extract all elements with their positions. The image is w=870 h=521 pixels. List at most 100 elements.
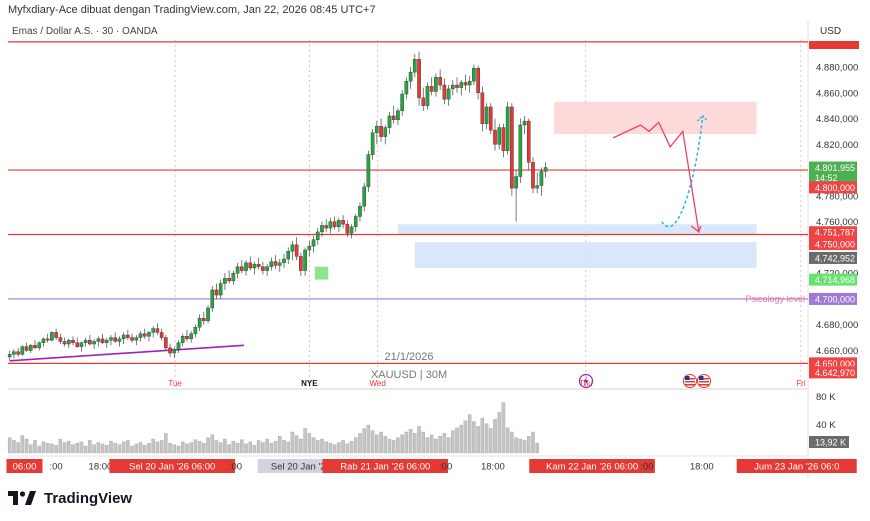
time-axis: 06:00:00 18:00 Sel 20 Jan '26 06:00:00 Sel … bbox=[6, 459, 857, 473]
candle-body bbox=[273, 261, 278, 266]
candle bbox=[109, 335, 113, 346]
candle-body bbox=[100, 338, 105, 343]
candle-body bbox=[134, 337, 139, 341]
candle-body bbox=[417, 59, 421, 99]
time-tick-label: 18:00 bbox=[89, 462, 113, 473]
candle bbox=[138, 331, 143, 342]
candle-body bbox=[358, 205, 362, 217]
candle-body bbox=[349, 226, 354, 234]
price-tag-text: 4.751,787 bbox=[815, 228, 855, 238]
candle bbox=[206, 305, 210, 324]
volume-bar bbox=[235, 443, 240, 454]
candle-body bbox=[391, 115, 396, 121]
candle bbox=[134, 335, 139, 346]
candle-body bbox=[168, 347, 172, 354]
zones bbox=[314, 101, 757, 280]
price-tick-label: 4.760,000 bbox=[816, 217, 858, 228]
volume-bar bbox=[37, 445, 41, 454]
candle bbox=[387, 112, 392, 135]
flag-canton bbox=[685, 376, 690, 380]
candle-body bbox=[467, 80, 472, 86]
candle-body bbox=[337, 220, 341, 227]
candle-body bbox=[92, 341, 96, 345]
candle bbox=[375, 121, 379, 145]
price-tick-label: 4.660,000 bbox=[816, 346, 858, 357]
candle-body bbox=[526, 120, 531, 163]
time-tick: Rab 21 Jan '26 06:00 bbox=[322, 459, 449, 473]
candle bbox=[147, 331, 151, 342]
candle bbox=[261, 261, 265, 275]
volume-bar bbox=[202, 443, 206, 454]
candle-body bbox=[218, 283, 223, 296]
candle bbox=[438, 69, 442, 91]
candle-body bbox=[121, 334, 126, 340]
candle bbox=[54, 328, 58, 341]
price-tag-box bbox=[809, 251, 857, 264]
candle bbox=[24, 342, 29, 352]
candle bbox=[50, 331, 54, 342]
day-label: Wed bbox=[370, 379, 386, 388]
candle-body bbox=[413, 59, 417, 73]
volume-tick-label: 40 K bbox=[816, 420, 836, 431]
volume-bar bbox=[12, 440, 16, 454]
candle-body bbox=[206, 307, 210, 322]
candle-body bbox=[248, 262, 253, 269]
candle-body bbox=[227, 278, 231, 282]
candle bbox=[172, 346, 177, 359]
grid bbox=[8, 20, 809, 478]
price-tick-label: 4.820,000 bbox=[816, 140, 858, 151]
candle-body bbox=[54, 332, 58, 338]
bearish-arrowhead bbox=[690, 225, 702, 234]
candle-body bbox=[535, 185, 539, 189]
candle-body bbox=[239, 266, 244, 271]
candle-body bbox=[138, 333, 143, 338]
volume-bar bbox=[252, 445, 257, 454]
volume-bar bbox=[379, 431, 383, 454]
volume-bar bbox=[248, 441, 252, 454]
volume-bar bbox=[345, 443, 350, 454]
volume-bar bbox=[41, 441, 46, 454]
candle bbox=[497, 123, 502, 150]
volume-bar bbox=[375, 434, 379, 454]
price-tag-box bbox=[809, 366, 857, 379]
candle-body bbox=[24, 346, 29, 351]
symbol-title[interactable]: Emas / Dollar A.S. · 30 · OANDA bbox=[12, 26, 158, 37]
volume-bar bbox=[50, 443, 54, 454]
candle-body bbox=[180, 336, 185, 343]
candle bbox=[463, 74, 468, 91]
projection-paths bbox=[612, 114, 709, 234]
candle-body bbox=[75, 342, 80, 347]
candle bbox=[202, 311, 206, 325]
volume-bar bbox=[147, 443, 151, 454]
volume-bar bbox=[223, 438, 227, 454]
volume-bar bbox=[105, 445, 109, 454]
volume-bar bbox=[442, 433, 447, 454]
volume-bar bbox=[159, 440, 164, 454]
volume-bar bbox=[514, 437, 518, 454]
volume-bar bbox=[421, 431, 426, 454]
candle bbox=[337, 217, 341, 232]
candle-body bbox=[383, 127, 388, 137]
candle-body bbox=[269, 261, 274, 267]
volume-bar bbox=[197, 440, 202, 454]
candle-body bbox=[252, 263, 257, 269]
candle-body bbox=[341, 220, 345, 225]
volume-bar bbox=[265, 438, 269, 454]
volume-bar bbox=[446, 437, 451, 454]
candle-body bbox=[531, 162, 535, 189]
time-tick-box bbox=[6, 459, 43, 473]
candle-body bbox=[345, 223, 350, 234]
candle-body bbox=[256, 263, 261, 267]
flag-canton bbox=[699, 376, 704, 380]
candle-body bbox=[505, 106, 510, 151]
time-tick-box bbox=[257, 459, 345, 473]
candle bbox=[66, 338, 71, 348]
candle bbox=[248, 256, 253, 271]
candle-body bbox=[193, 327, 198, 334]
candle-body bbox=[370, 132, 375, 155]
price-tag: 14:52 bbox=[809, 171, 857, 184]
candle-body bbox=[480, 92, 485, 124]
candle-body bbox=[202, 318, 206, 322]
candle bbox=[408, 67, 413, 89]
